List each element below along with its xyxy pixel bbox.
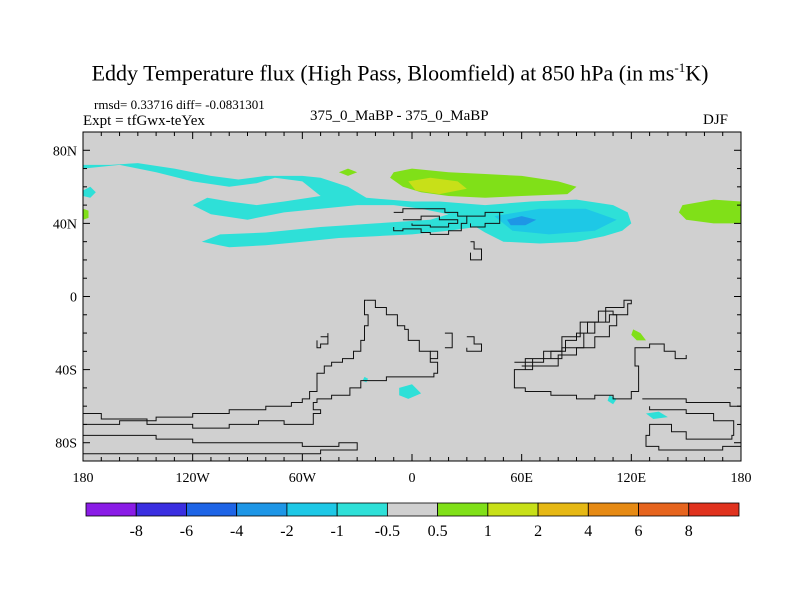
stats-line: rmsd= 0.33716 diff= -0.0831301: [94, 97, 265, 112]
colorbar-label: -8: [130, 523, 143, 540]
region-north-atlantic-negative-band: [83, 163, 632, 248]
coastline-small-island-left: [430, 350, 439, 360]
coastline-australia-block: [642, 398, 741, 451]
region-pacific-east-positive: [678, 199, 741, 224]
colorbar-swatch: [236, 502, 288, 517]
coastline-red-sea-strip: [470, 241, 482, 261]
colorbar-swatch: [186, 502, 238, 517]
colorbar-label: -1: [330, 523, 343, 540]
colorbar-label: -0.5: [375, 523, 400, 540]
region-south-atlantic-negative: [399, 384, 422, 399]
x-tick-label: 0: [409, 471, 416, 486]
colorbar-label: -2: [280, 523, 293, 540]
chart-title-suffix: K): [685, 60, 709, 86]
colorbar-swatch: [688, 502, 740, 517]
y-tick-label: 80N: [53, 144, 77, 159]
y-tick-label: 40N: [53, 217, 77, 232]
colorbar-label: 6: [635, 523, 643, 540]
coastline-small-island-central: [444, 332, 453, 349]
plot-content: [83, 163, 741, 455]
season-label: DJF: [703, 112, 729, 128]
coastline-caspian-block: [466, 211, 504, 228]
colorbar-label: 1: [484, 523, 492, 540]
colorbar-swatch: [85, 502, 137, 517]
region-west-edge-positive: [83, 208, 89, 220]
colorbar-swatch: [336, 502, 388, 517]
colorbar-swatch: [487, 502, 539, 517]
coastline-africa-inner: [521, 310, 618, 370]
region-asia-jet-core: [494, 208, 617, 235]
region-atlantic-positive-spot: [338, 168, 358, 176]
coastline-panhandle-south: [316, 333, 329, 349]
region-australia-south-negative: [646, 411, 668, 419]
experiment-label: Expt = tfGwx-teYex: [83, 113, 205, 129]
colorbar-label: 2: [534, 523, 542, 540]
colorbar-swatch: [587, 502, 639, 517]
region-asia-jet-inner: [507, 216, 537, 226]
y-tick-label: 40S: [55, 364, 77, 379]
x-tick-label: 60E: [510, 471, 533, 486]
colorbar-swatch: [135, 502, 187, 517]
region-indian-ocean-positive: [631, 329, 646, 341]
coastline-chain-islands: [466, 336, 482, 352]
chart-title-superscript: -1: [674, 60, 686, 75]
x-tick-label: 60W: [289, 471, 317, 486]
colorbar-swatch: [286, 502, 338, 517]
colorbar-label: 8: [685, 523, 693, 540]
chart-title-text: Eddy Temperature flux (High Pass, Bloomf…: [91, 60, 675, 86]
x-tick-label: 180: [73, 471, 94, 486]
colorbar-swatch: [638, 502, 690, 517]
y-tick-label: 80S: [55, 437, 77, 452]
x-tick-label: 120E: [617, 471, 647, 486]
region-europe-positive-core: [408, 177, 467, 195]
chart-title: Eddy Temperature flux (High Pass, Bloomf…: [0, 60, 800, 86]
colorbar-label: 0.5: [428, 523, 448, 540]
colorbar-label: -4: [230, 523, 243, 540]
coastline-north-africa-coast: [393, 208, 468, 235]
coastline-antarctic-lower: [83, 434, 358, 455]
region-pacific-west-edge-negative: [83, 186, 96, 198]
colorbar-swatch: [386, 502, 439, 517]
x-tick-label: 180: [731, 471, 752, 486]
coastline-south-america-west: [83, 299, 369, 425]
y-tick-label: 0: [70, 291, 77, 306]
difference-label: 375_0_MaBP - 375_0_MaBP: [310, 108, 489, 124]
colorbar-label: -6: [180, 523, 193, 540]
colorbar-swatch: [537, 502, 589, 517]
region-south-indian-negative: [607, 395, 617, 405]
coastline-africa-outline: [513, 299, 687, 400]
x-tick-label: 120W: [176, 471, 211, 486]
coastline-mediterranean-inner: [402, 215, 459, 228]
colorbar-swatch: [437, 502, 489, 517]
coastline-south-america-outline: [83, 299, 439, 429]
colorbar-label: 4: [584, 523, 592, 540]
